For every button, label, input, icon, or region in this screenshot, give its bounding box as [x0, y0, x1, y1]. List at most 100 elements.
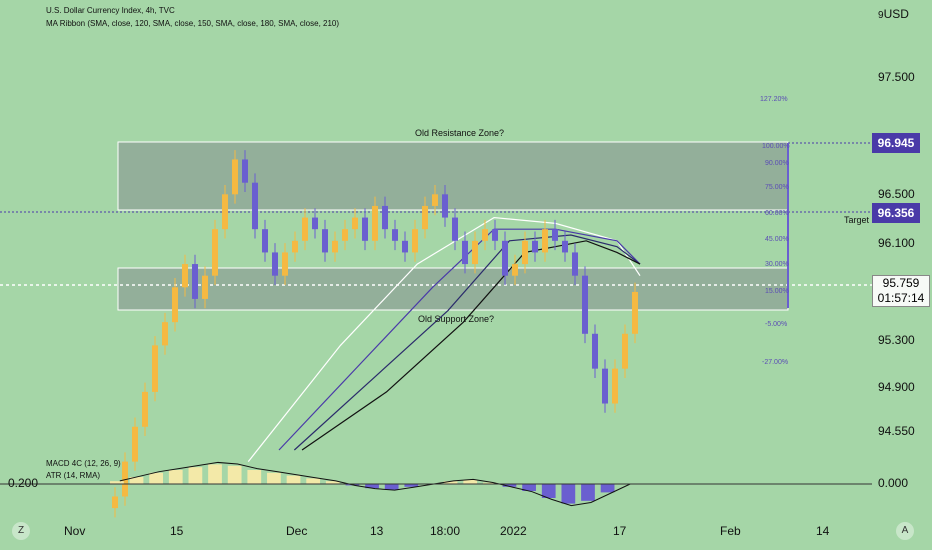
candle-body: [472, 240, 478, 265]
x-tick: Nov: [64, 524, 86, 538]
candle-body: [132, 426, 138, 462]
candle-body: [242, 159, 248, 183]
timezone-button[interactable]: Z: [12, 522, 30, 540]
fib-level: 100.00%: [762, 143, 790, 150]
macd-bar: [267, 472, 281, 484]
fib-level: -27.00%: [762, 359, 789, 366]
current-price-tag: 95.759 01:57:14: [872, 275, 930, 307]
candle-body: [182, 264, 188, 288]
x-tick: 18:00: [430, 524, 461, 538]
candle-body: [532, 240, 538, 253]
currency-label: 9USD: [878, 7, 909, 21]
candle-body: [212, 229, 218, 276]
macd-bar: [522, 484, 536, 491]
macd-bar: [188, 467, 203, 484]
macd-bar: [600, 484, 615, 493]
candle-body: [592, 333, 598, 369]
target-price-tag: 96.356: [872, 203, 920, 223]
top-price-tag: 96.945: [872, 133, 920, 153]
candle-body: [302, 217, 308, 241]
candle-body: [172, 287, 178, 323]
fib-level: 15.00%: [765, 288, 789, 295]
candle-body: [612, 368, 618, 404]
current-price: 95.759: [882, 276, 920, 290]
fib-level: 90.00%: [765, 160, 789, 167]
candle-body: [272, 252, 278, 276]
candle-body: [142, 391, 148, 427]
candle-body: [632, 291, 638, 334]
macd-bar: [110, 481, 124, 484]
price-tick: 96.500: [878, 187, 915, 201]
macd-bar: [208, 464, 222, 484]
candle-body: [502, 240, 508, 276]
candle-body: [452, 217, 458, 241]
candle-body: [382, 205, 388, 230]
fib-level: 30.00%: [765, 261, 789, 268]
candle-body: [542, 229, 548, 253]
candle-body: [352, 217, 358, 230]
candle-body: [202, 275, 208, 299]
macd-bar: [227, 465, 242, 484]
candle-body: [152, 345, 158, 392]
resistance-zone-label: Old Resistance Zone?: [415, 128, 505, 138]
candles: [112, 150, 638, 518]
macd-bar: [384, 484, 399, 490]
candle-body: [192, 264, 198, 299]
macd-bar: [168, 470, 183, 484]
candle-body: [422, 205, 428, 230]
fib-level: 45.00%: [765, 236, 789, 243]
macd-bar: [581, 484, 595, 501]
candle-body: [162, 322, 168, 346]
macd-bar: [325, 481, 340, 484]
candle-body: [332, 240, 338, 253]
ma-line: [293, 234, 641, 451]
candle-body: [552, 229, 558, 241]
x-tick: Feb: [720, 524, 741, 538]
price-tick: 97.500: [878, 70, 915, 84]
candle-body: [602, 368, 608, 404]
macd-label: MACD 4C (12, 26, 9): [46, 459, 121, 468]
candle-body: [322, 229, 328, 253]
candle-body: [122, 461, 128, 497]
candle-body: [442, 194, 448, 218]
x-tick: Dec: [286, 524, 308, 538]
fib-level: 75.00%: [765, 184, 789, 191]
candle-body: [292, 240, 298, 253]
x-tick: 13: [370, 524, 384, 538]
price-tick: 94.550: [878, 424, 915, 438]
candle-body: [522, 240, 528, 265]
target-label: Target: [844, 215, 870, 225]
support-zone-label: Old Support Zone?: [418, 314, 495, 324]
candle-body: [562, 240, 568, 253]
macd-bar: [149, 472, 163, 484]
candle-body: [312, 217, 318, 230]
x-tick: 2022: [500, 524, 527, 538]
macd-bar: [541, 484, 556, 498]
price-tick: 96.100: [878, 236, 915, 250]
candle-body: [512, 264, 518, 276]
candle-body: [112, 496, 118, 509]
candle-body: [262, 229, 268, 253]
candle-body: [412, 229, 418, 253]
candle-body: [482, 229, 488, 241]
candle-body: [402, 240, 408, 253]
price-tick: 94.900: [878, 380, 915, 394]
macd-line: [119, 461, 631, 507]
macd-bar: [286, 475, 301, 484]
macd-bar: [482, 482, 497, 484]
price-tick: 95.300: [878, 333, 915, 347]
candle-body: [342, 229, 348, 241]
macd-bar: [443, 481, 458, 484]
candle-body: [582, 275, 588, 334]
macd-bar: [306, 478, 321, 484]
candle-body: [432, 194, 438, 206]
macd-bar: [561, 484, 576, 504]
left-tick: 0.200: [8, 476, 39, 490]
countdown: 01:57:14: [877, 291, 925, 305]
auto-scale-button[interactable]: A: [896, 522, 914, 540]
fib-level: 127.20%: [760, 96, 788, 103]
candle-body: [392, 229, 398, 241]
fib-level: -5.00%: [765, 321, 788, 328]
